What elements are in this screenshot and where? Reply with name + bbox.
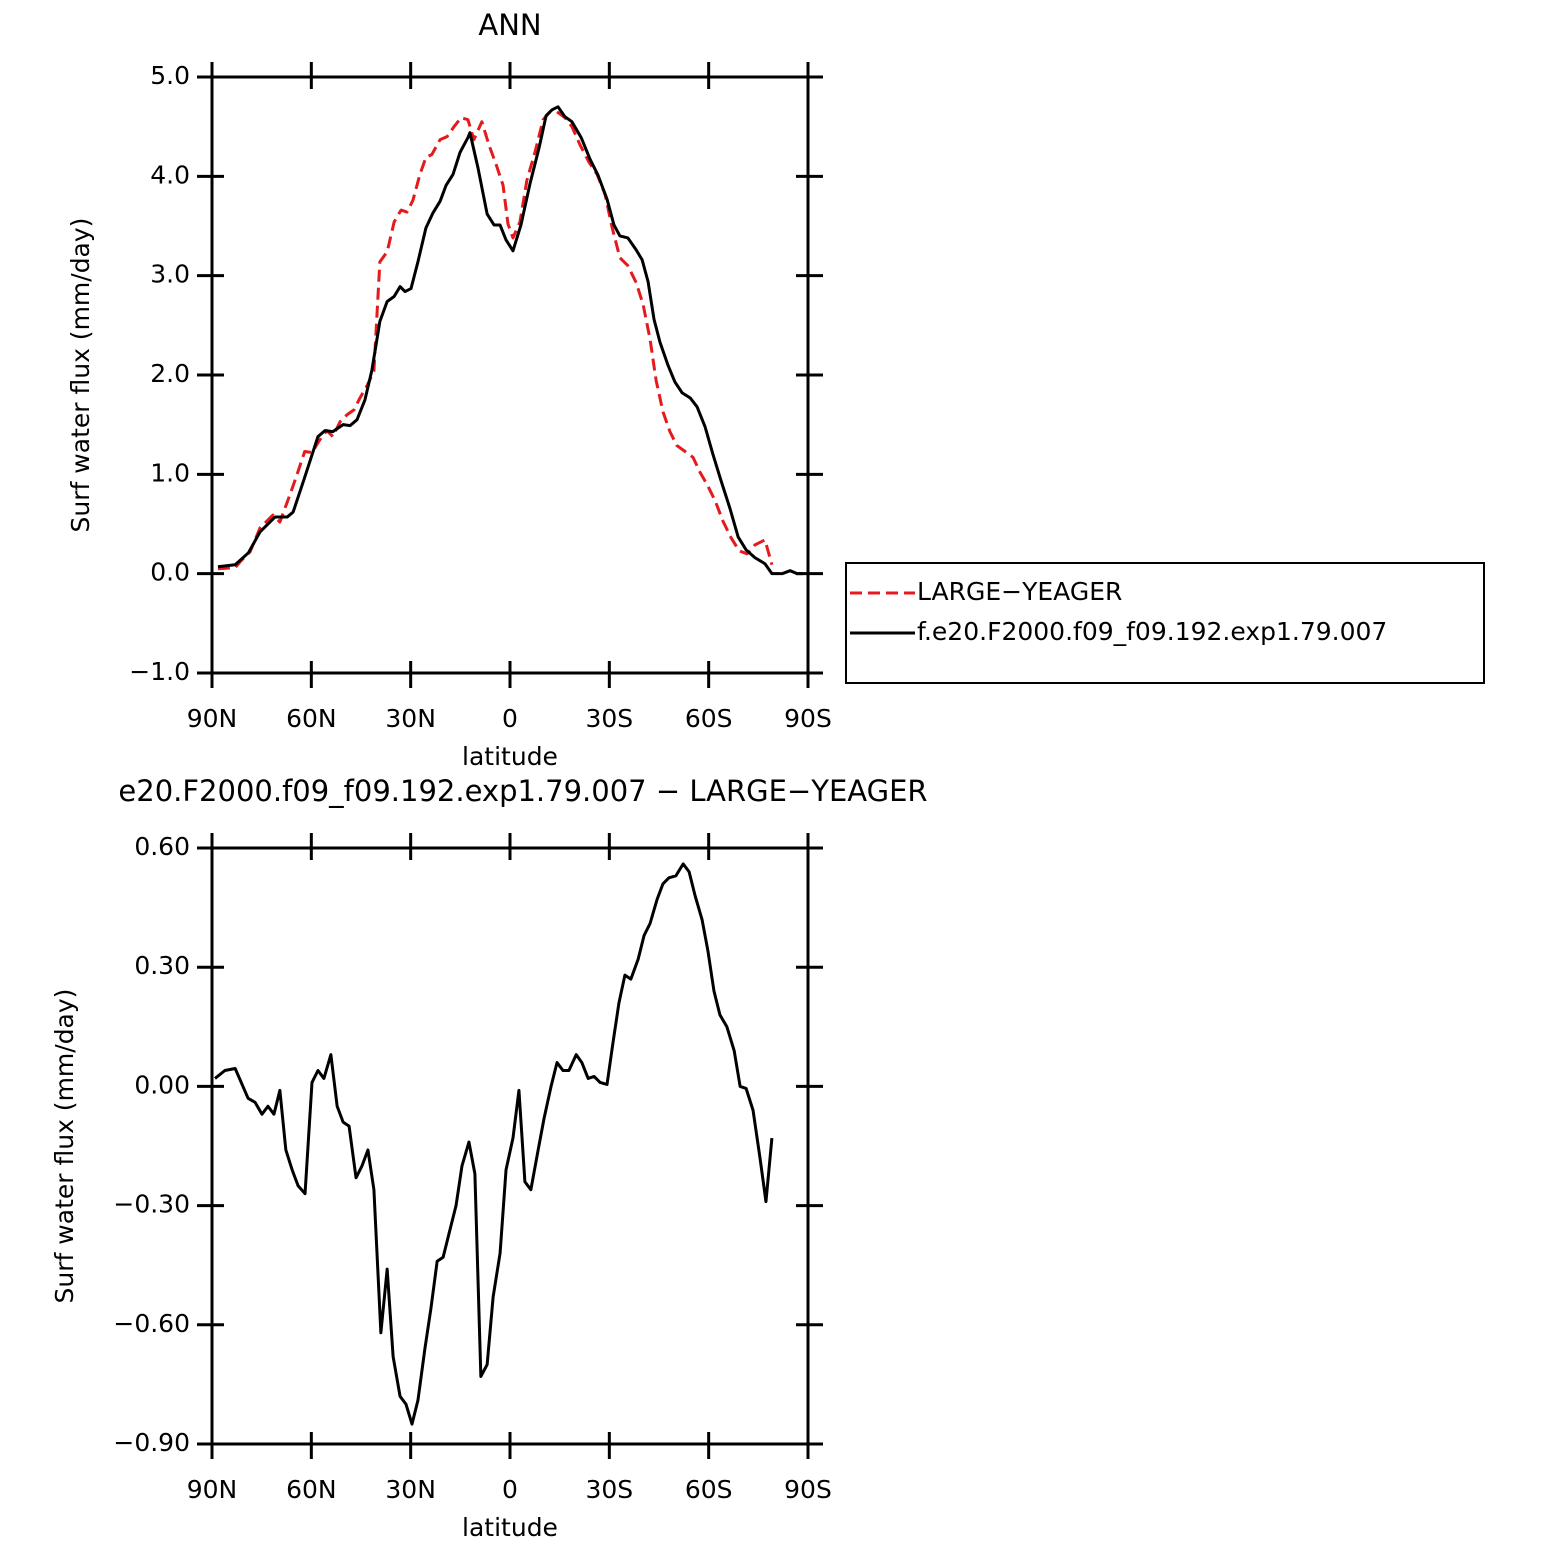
x-tick-label: 90S bbox=[784, 704, 832, 733]
legend-label: f.e20.F2000.f09_f09.192.exp1.79.007 bbox=[917, 617, 1387, 646]
plot-frame bbox=[210, 75, 810, 675]
data-line bbox=[217, 110, 774, 571]
legend-box bbox=[845, 562, 1485, 684]
x-tick-label: 0 bbox=[502, 1475, 518, 1504]
y-axis-label: Surf water flux (mm/day) bbox=[66, 218, 95, 533]
legend-label: LARGE−YEAGER bbox=[917, 577, 1122, 606]
y-tick-label: 0.0 bbox=[150, 558, 190, 587]
x-tick-label: 30S bbox=[585, 1475, 633, 1504]
y-tick-label: −0.30 bbox=[113, 1190, 190, 1219]
y-tick-label: 1.0 bbox=[150, 458, 190, 487]
x-tick-label: 60S bbox=[685, 704, 733, 733]
data-line bbox=[217, 105, 804, 576]
x-tick-label: 60N bbox=[286, 1475, 337, 1504]
y-tick-label: 3.0 bbox=[150, 260, 190, 289]
x-axis-label: latitude bbox=[462, 1513, 558, 1542]
x-tick-label: 30N bbox=[385, 1475, 436, 1504]
y-tick-label: 4.0 bbox=[150, 160, 190, 189]
x-tick-label: 30S bbox=[585, 704, 633, 733]
y-tick-label: 0.60 bbox=[134, 832, 190, 861]
x-tick-label: 90S bbox=[784, 1475, 832, 1504]
y-tick-label: −0.60 bbox=[113, 1309, 190, 1338]
chart-title: ANN bbox=[478, 8, 541, 42]
y-tick-label: 5.0 bbox=[150, 61, 190, 90]
y-tick-label: −1.0 bbox=[129, 657, 190, 686]
x-tick-label: 60N bbox=[286, 704, 337, 733]
x-tick-label: 30N bbox=[385, 704, 436, 733]
y-tick-label: −0.90 bbox=[113, 1428, 190, 1457]
data-line bbox=[214, 862, 774, 1426]
x-axis-label: latitude bbox=[462, 742, 558, 771]
x-tick-label: 90N bbox=[187, 704, 238, 733]
y-tick-label: 0.00 bbox=[134, 1070, 190, 1099]
y-tick-label: 0.30 bbox=[134, 951, 190, 980]
x-tick-label: 60S bbox=[685, 1475, 733, 1504]
chart-title: e20.F2000.f09_f09.192.exp1.79.007 − LARG… bbox=[118, 774, 927, 808]
y-axis-label: Surf water flux (mm/day) bbox=[50, 989, 79, 1304]
legend: LARGE−YEAGER f.e20.F2000.f09_f09.192.exp1… bbox=[845, 562, 1485, 684]
x-tick-label: 90N bbox=[187, 1475, 238, 1504]
y-tick-label: 2.0 bbox=[150, 359, 190, 388]
x-tick-label: 0 bbox=[502, 704, 518, 733]
